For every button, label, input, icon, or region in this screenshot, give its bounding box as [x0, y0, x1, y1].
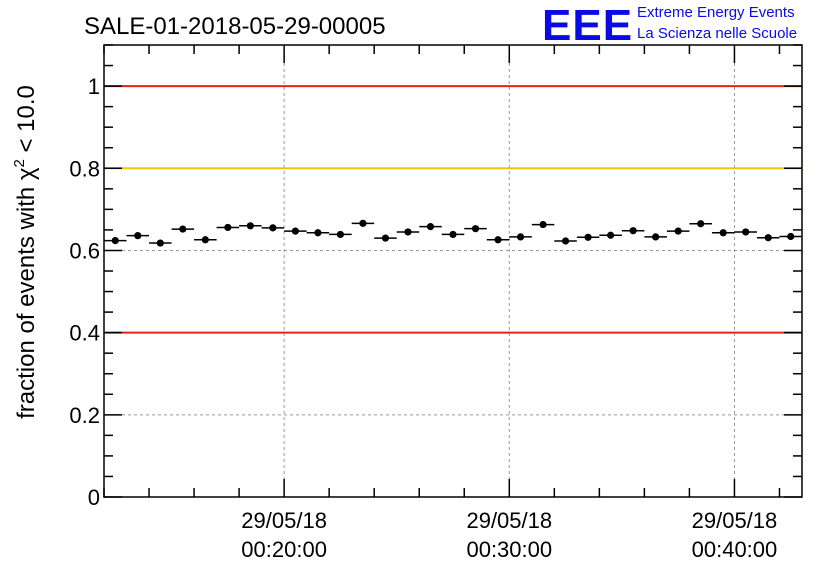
point-marker: [269, 224, 277, 232]
point-marker: [134, 232, 142, 240]
data-point: [666, 227, 690, 235]
y-axis: 0 0.2 0.4 0.6 0.8 1: [69, 44, 802, 510]
point-marker: [697, 220, 705, 228]
point-marker: [539, 220, 547, 229]
data-point: [756, 234, 780, 242]
data-point: [644, 233, 667, 241]
x-tick-label-time: 00:30:00: [466, 537, 552, 562]
point-marker: [674, 227, 682, 235]
y-tick-label: 0: [88, 485, 100, 510]
logo-mark: EEE: [542, 1, 633, 50]
data-point: [689, 220, 712, 228]
data-point: [126, 232, 150, 240]
point-marker: [246, 222, 254, 230]
data-point: [261, 224, 285, 232]
data-point: [419, 223, 442, 231]
point-marker: [336, 230, 345, 239]
point-marker: [787, 232, 795, 241]
x-tick-label-time: 00:20:00: [241, 537, 327, 562]
y-tick-label: 0.4: [69, 321, 100, 346]
data-point: [216, 223, 240, 232]
y-axis-label-suffix: < 10.0: [13, 85, 40, 152]
data-point: [171, 225, 195, 233]
data-point: [239, 222, 262, 230]
eee-logo: EEE Extreme Energy Events La Scienza nel…: [542, 1, 797, 50]
point-marker: [156, 239, 164, 247]
plot-border: [103, 44, 803, 498]
point-marker: [201, 236, 209, 244]
data-point: [351, 219, 375, 227]
data-point: [734, 228, 757, 236]
point-marker: [494, 236, 502, 244]
data-point: [554, 237, 577, 245]
point-marker: [764, 234, 772, 242]
data-point: [599, 231, 622, 239]
data-point: [576, 233, 600, 241]
point-marker: [111, 236, 119, 245]
data-point: [194, 236, 217, 244]
data-point: [509, 233, 532, 241]
point-marker: [179, 225, 187, 233]
data-point: [779, 232, 802, 241]
x-tick-label-date: 29/05/18: [466, 508, 552, 533]
data-point: [531, 220, 555, 229]
y-tick-label: 0.8: [69, 156, 100, 181]
point-marker: [314, 229, 322, 237]
data-point: [329, 230, 352, 239]
data-point: [149, 239, 172, 247]
grid: [104, 45, 802, 497]
data-point: [711, 229, 735, 237]
plot-frame: [103, 44, 803, 498]
y-axis-label: fraction of events with χ2 < 10.0: [11, 85, 40, 419]
y-tick-label: 0.6: [69, 238, 100, 263]
data-point: [104, 236, 127, 245]
point-marker: [471, 225, 480, 233]
point-marker: [359, 219, 367, 227]
data-point: [306, 229, 330, 237]
reference-lines: [104, 85, 802, 334]
logo-line-1: Extreme Energy Events: [637, 4, 795, 21]
point-marker: [381, 234, 390, 242]
point-marker: [516, 233, 525, 241]
data-points: [104, 219, 802, 247]
x-axis: 29/05/18 00:20:00 29/05/18 00:30:00 29/05/18…: [103, 45, 781, 562]
data-point: [284, 227, 307, 235]
point-marker: [449, 230, 457, 239]
x-tick-label-date: 29/05/18: [241, 508, 327, 533]
data-point: [464, 225, 487, 233]
point-marker: [629, 227, 637, 235]
point-marker: [607, 231, 615, 239]
point-marker: [584, 233, 592, 241]
x-tick-label-time: 00:40:00: [692, 537, 778, 562]
point-marker: [561, 237, 570, 245]
data-point: [486, 236, 510, 244]
y-axis-label-sup: 2: [11, 159, 28, 167]
data-point: [621, 227, 645, 235]
point-marker: [719, 229, 727, 237]
data-point: [441, 230, 465, 239]
point-marker: [652, 233, 660, 241]
y-axis-label-prefix: fraction of events with: [13, 187, 40, 419]
data-point: [396, 228, 420, 236]
chart-title: SALE-01-2018-05-29-00005: [84, 13, 386, 40]
data-point: [374, 234, 397, 242]
point-marker: [224, 223, 232, 232]
point-marker: [742, 228, 750, 236]
y-tick-label: 1: [88, 74, 100, 99]
y-axis-label-chi: χ: [13, 167, 40, 180]
point-marker: [404, 228, 412, 236]
x-tick-label-date: 29/05/18: [692, 508, 778, 533]
y-tick-label: 0.2: [69, 403, 100, 428]
logo-line-2: La Scienza nelle Scuole: [637, 25, 797, 42]
point-marker: [426, 223, 435, 231]
point-marker: [291, 227, 299, 235]
